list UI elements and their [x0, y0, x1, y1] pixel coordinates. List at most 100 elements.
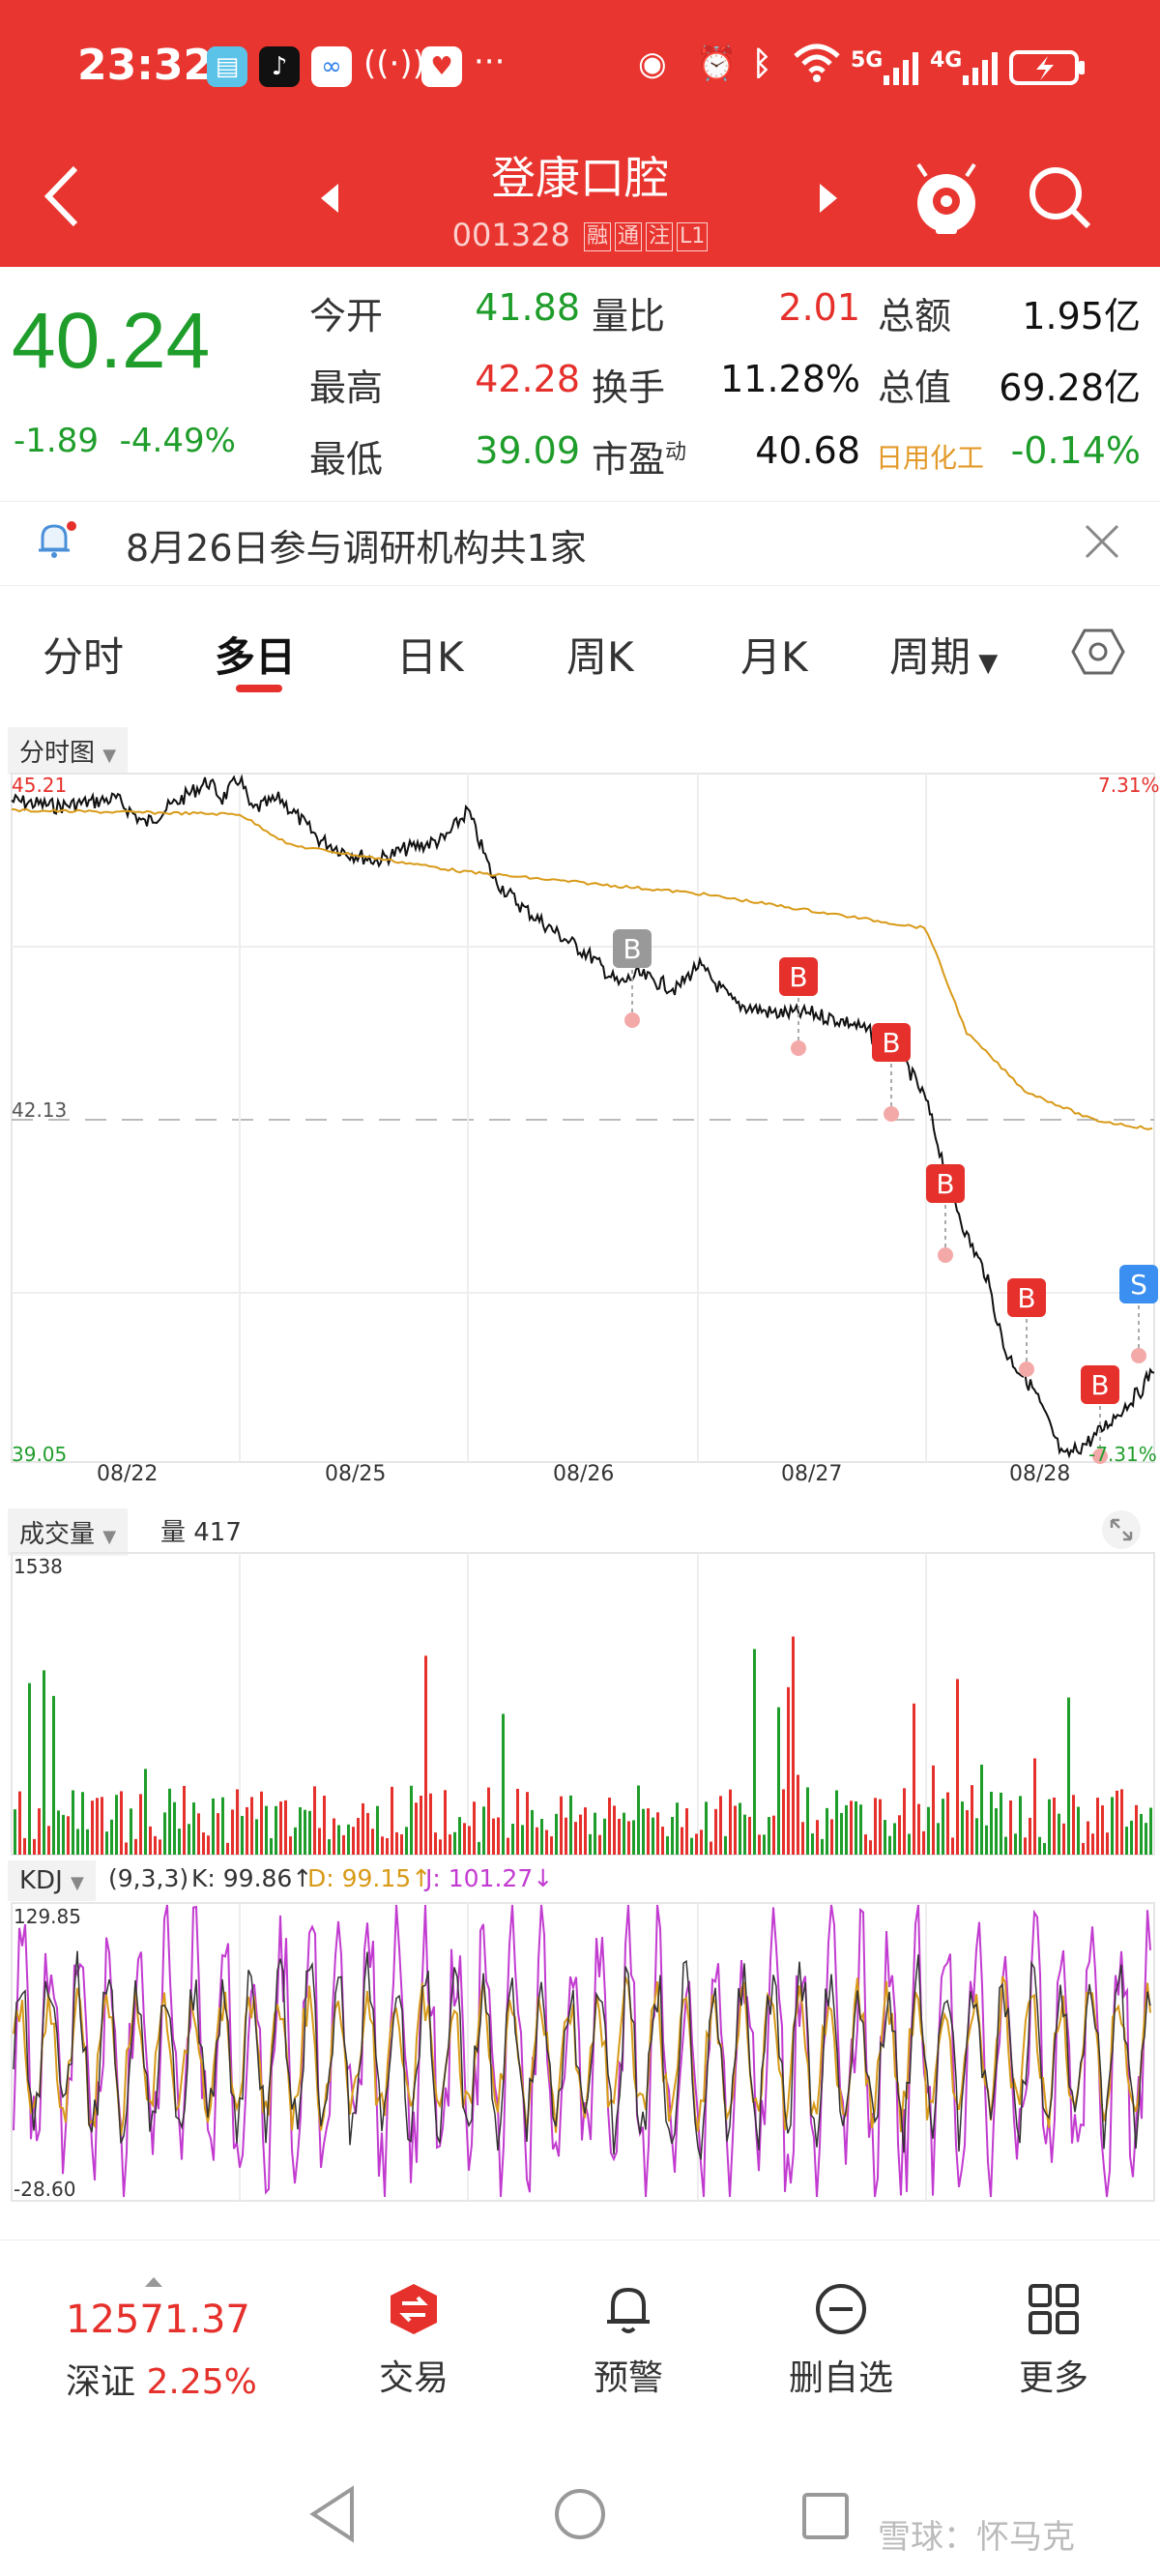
- nav-trade[interactable]: 交易: [378, 2358, 449, 2398]
- tab-intraday[interactable]: 分时: [43, 633, 125, 681]
- volume-bar: [951, 1837, 954, 1855]
- turnover-amount-value: 1.95亿: [1022, 295, 1141, 337]
- stock-name: 登康口腔: [491, 152, 669, 204]
- volume-bar: [850, 1800, 853, 1855]
- nav-home-icon[interactable]: [553, 2487, 607, 2545]
- volume-bar: [429, 1793, 432, 1855]
- volume-bar: [502, 1713, 505, 1855]
- volume-bar: [922, 1830, 925, 1855]
- close-icon[interactable]: [1083, 522, 1121, 565]
- volume-bar: [584, 1807, 587, 1855]
- volume-bar: [1087, 1821, 1089, 1855]
- price-chart[interactable]: B B B B B B S: [0, 772, 1160, 1478]
- stock-code-row: 001328 融通注 L1: [0, 217, 1160, 253]
- pe-value: 40.68: [755, 429, 860, 472]
- tab-weekly-k[interactable]: 周K: [566, 633, 634, 681]
- volume-bar: [115, 1795, 118, 1855]
- grid-icon[interactable]: [1027, 2282, 1081, 2340]
- notice-bar[interactable]: [0, 501, 1160, 586]
- settings-icon[interactable]: [1071, 625, 1125, 683]
- volume-bar: [376, 1805, 379, 1855]
- signal-4g-icon: [961, 48, 1000, 91]
- back-icon[interactable]: [43, 164, 81, 232]
- index-value[interactable]: 12571.37: [66, 2298, 250, 2342]
- tab-multi-day[interactable]: 多日: [215, 633, 297, 681]
- volume-bar: [323, 1796, 326, 1855]
- signal-5g-icon: [882, 48, 920, 91]
- volume-bar: [149, 1826, 152, 1855]
- tab-monthly-k[interactable]: 月K: [740, 633, 808, 681]
- volume-bar: [18, 1791, 21, 1855]
- industry-change: -0.14%: [1010, 429, 1141, 472]
- volume-bar: [47, 1826, 50, 1855]
- next-stock-icon[interactable]: [818, 182, 839, 219]
- expand-icon[interactable]: [1100, 1508, 1143, 1555]
- trade-icon[interactable]: [387, 2282, 441, 2340]
- kdj-d-value: D: 99.15↑: [307, 1864, 432, 1892]
- volume-bar: [932, 1765, 935, 1855]
- open-value: 41.88: [475, 286, 580, 329]
- volume-selector[interactable]: 成交量 ▼: [8, 1508, 129, 1556]
- nav-more[interactable]: 更多: [1018, 2358, 1088, 2398]
- nav-recents-icon[interactable]: [800, 2491, 851, 2545]
- kdj-chart[interactable]: [0, 1901, 1160, 2203]
- volume-bar: [623, 1812, 625, 1855]
- wifi-icon: [793, 41, 841, 87]
- volume-chart[interactable]: [0, 1551, 1160, 1857]
- volume-bar: [221, 1797, 224, 1855]
- tag-registered: 注: [646, 222, 674, 251]
- nav-remove-watchlist[interactable]: 删自选: [788, 2358, 893, 2398]
- volume-bar: [1033, 1758, 1036, 1855]
- prev-stock-icon[interactable]: [319, 182, 340, 219]
- volume-bar: [652, 1817, 654, 1855]
- nav-back-icon[interactable]: [307, 2485, 358, 2547]
- volume-bar: [1135, 1804, 1138, 1855]
- trade-marker: [926, 1164, 965, 1203]
- volume-bar: [96, 1798, 99, 1855]
- volume-bar: [188, 1824, 190, 1855]
- volume-bar: [574, 1822, 577, 1855]
- chart-type-selector[interactable]: 分时图 ▼: [8, 727, 129, 775]
- volume-bar: [313, 1786, 316, 1855]
- chart-type-label: 分时图: [19, 739, 96, 768]
- kdj-params: (9,3,3): [108, 1864, 189, 1892]
- notice-text[interactable]: 8月26日参与调研机构共1家: [126, 527, 587, 570]
- volume-ratio-value: 2.01: [778, 286, 860, 329]
- search-icon[interactable]: [1027, 164, 1094, 236]
- date-label: 08/27: [781, 1462, 843, 1486]
- pct-axis-bottom: -7.31%: [1088, 1443, 1157, 1466]
- volume-bar: [1004, 1836, 1007, 1855]
- volume-bar: [1082, 1842, 1085, 1855]
- mascot-icon[interactable]: [913, 159, 980, 240]
- volume-bar: [439, 1839, 442, 1855]
- tab-daily-k[interactable]: 日K: [396, 633, 464, 681]
- volume-bar: [724, 1835, 727, 1855]
- nav-alert[interactable]: 预警: [593, 2358, 663, 2398]
- volume-bar: [458, 1817, 461, 1855]
- remove-watchlist-icon[interactable]: [814, 2282, 868, 2340]
- volume-bar: [1077, 1806, 1080, 1855]
- volume-bar: [212, 1798, 215, 1855]
- volume-bar: [275, 1805, 277, 1855]
- kdj-d-line: [13, 1976, 1151, 2136]
- marker-dot: [791, 1040, 806, 1056]
- bell-icon[interactable]: [601, 2282, 655, 2340]
- volume-bar: [299, 1807, 302, 1855]
- volume-bar: [1009, 1800, 1012, 1855]
- volume-bar: [130, 1808, 132, 1855]
- index-name-row[interactable]: 深证 2.25%: [66, 2354, 257, 2404]
- volume-bar: [705, 1801, 708, 1855]
- industry-label[interactable]: 日用化工: [876, 442, 985, 474]
- volume-bar: [410, 1785, 413, 1855]
- marker-dot: [1019, 1361, 1034, 1377]
- chevron-down-icon: ▼: [102, 746, 117, 766]
- volume-bar: [608, 1798, 611, 1855]
- volume-bar: [627, 1821, 630, 1855]
- volume-bar: [971, 1785, 973, 1855]
- tab-period[interactable]: 周期 ▼: [889, 625, 998, 684]
- volume-bar: [1096, 1798, 1099, 1855]
- volume-bar: [308, 1810, 311, 1855]
- volume-bar: [1067, 1697, 1070, 1855]
- date-label: 08/22: [97, 1462, 159, 1486]
- kdj-selector[interactable]: KDJ ▼: [8, 1860, 96, 1901]
